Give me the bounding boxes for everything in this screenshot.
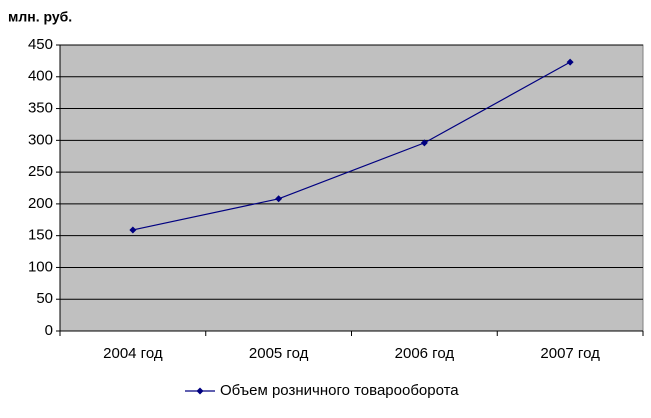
- y-tick-label: 50: [36, 290, 53, 307]
- y-axis-label: млн. руб.: [8, 9, 72, 25]
- legend-marker: [196, 387, 204, 395]
- point: [420, 139, 428, 147]
- point: [275, 195, 283, 203]
- point: [129, 226, 137, 234]
- point: [566, 58, 574, 66]
- x-tick-label: 2006 год: [395, 345, 455, 362]
- y-tick-label: 300: [28, 131, 53, 148]
- y-tick-label: 150: [28, 227, 53, 244]
- y-tick-label: 350: [28, 100, 53, 117]
- plot-area: [59, 44, 644, 332]
- x-tick-label: 2005 год: [249, 345, 309, 362]
- y-tick-label: 400: [28, 68, 53, 85]
- legend-label: Объем розничного товарооборота: [220, 382, 459, 399]
- y-tick-label: 200: [28, 195, 53, 212]
- y-tick-label: 100: [28, 258, 53, 275]
- x-tick-label: 2007 год: [540, 345, 600, 362]
- y-tick-label: 450: [28, 36, 53, 53]
- y-tick-label: 250: [28, 163, 53, 180]
- series-line: [132, 61, 571, 231]
- y-tick-label: 0: [45, 322, 53, 339]
- x-tick-label: 2004 год: [103, 345, 163, 362]
